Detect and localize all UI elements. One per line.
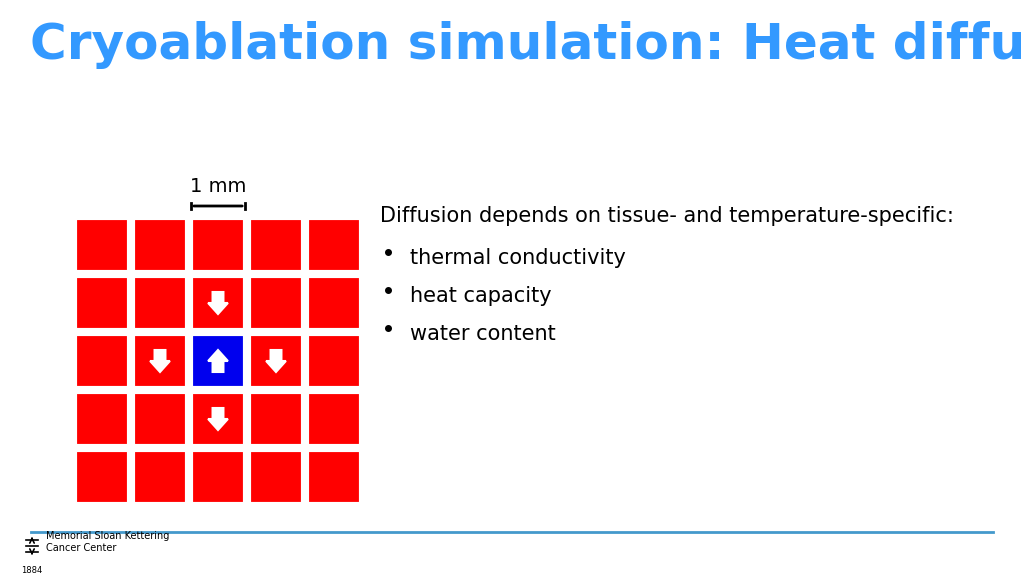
Bar <box>249 392 303 446</box>
Text: Diffusion depends on tissue- and temperature-specific:: Diffusion depends on tissue- and tempera… <box>380 206 954 226</box>
Bar <box>75 218 129 272</box>
Bar <box>75 276 129 330</box>
Bar <box>191 392 245 446</box>
Bar <box>307 276 361 330</box>
Text: water content: water content <box>410 324 556 344</box>
Bar <box>133 334 187 388</box>
Bar <box>191 450 245 504</box>
Bar <box>133 450 187 504</box>
Text: Memorial Sloan Kettering
Cancer Center: Memorial Sloan Kettering Cancer Center <box>46 531 169 553</box>
Text: Cryoablation simulation: Heat diffusion: Cryoablation simulation: Heat diffusion <box>30 21 1024 69</box>
Text: heat capacity: heat capacity <box>410 286 552 306</box>
Polygon shape <box>208 408 228 430</box>
Polygon shape <box>208 350 228 372</box>
Text: 1 mm: 1 mm <box>189 177 246 196</box>
Bar <box>249 450 303 504</box>
Bar <box>191 218 245 272</box>
Bar <box>133 218 187 272</box>
Bar <box>307 450 361 504</box>
Bar <box>249 334 303 388</box>
Bar <box>191 334 245 388</box>
Polygon shape <box>266 350 286 372</box>
Polygon shape <box>208 292 228 314</box>
Bar <box>249 276 303 330</box>
Bar <box>75 392 129 446</box>
Text: 1884: 1884 <box>22 566 43 575</box>
Bar <box>307 218 361 272</box>
Text: thermal conductivity: thermal conductivity <box>410 248 626 268</box>
Bar <box>307 392 361 446</box>
Bar <box>133 276 187 330</box>
Bar <box>75 334 129 388</box>
Polygon shape <box>151 350 170 372</box>
Bar <box>249 218 303 272</box>
Bar <box>307 334 361 388</box>
Bar <box>191 276 245 330</box>
Bar <box>75 450 129 504</box>
Bar <box>133 392 187 446</box>
